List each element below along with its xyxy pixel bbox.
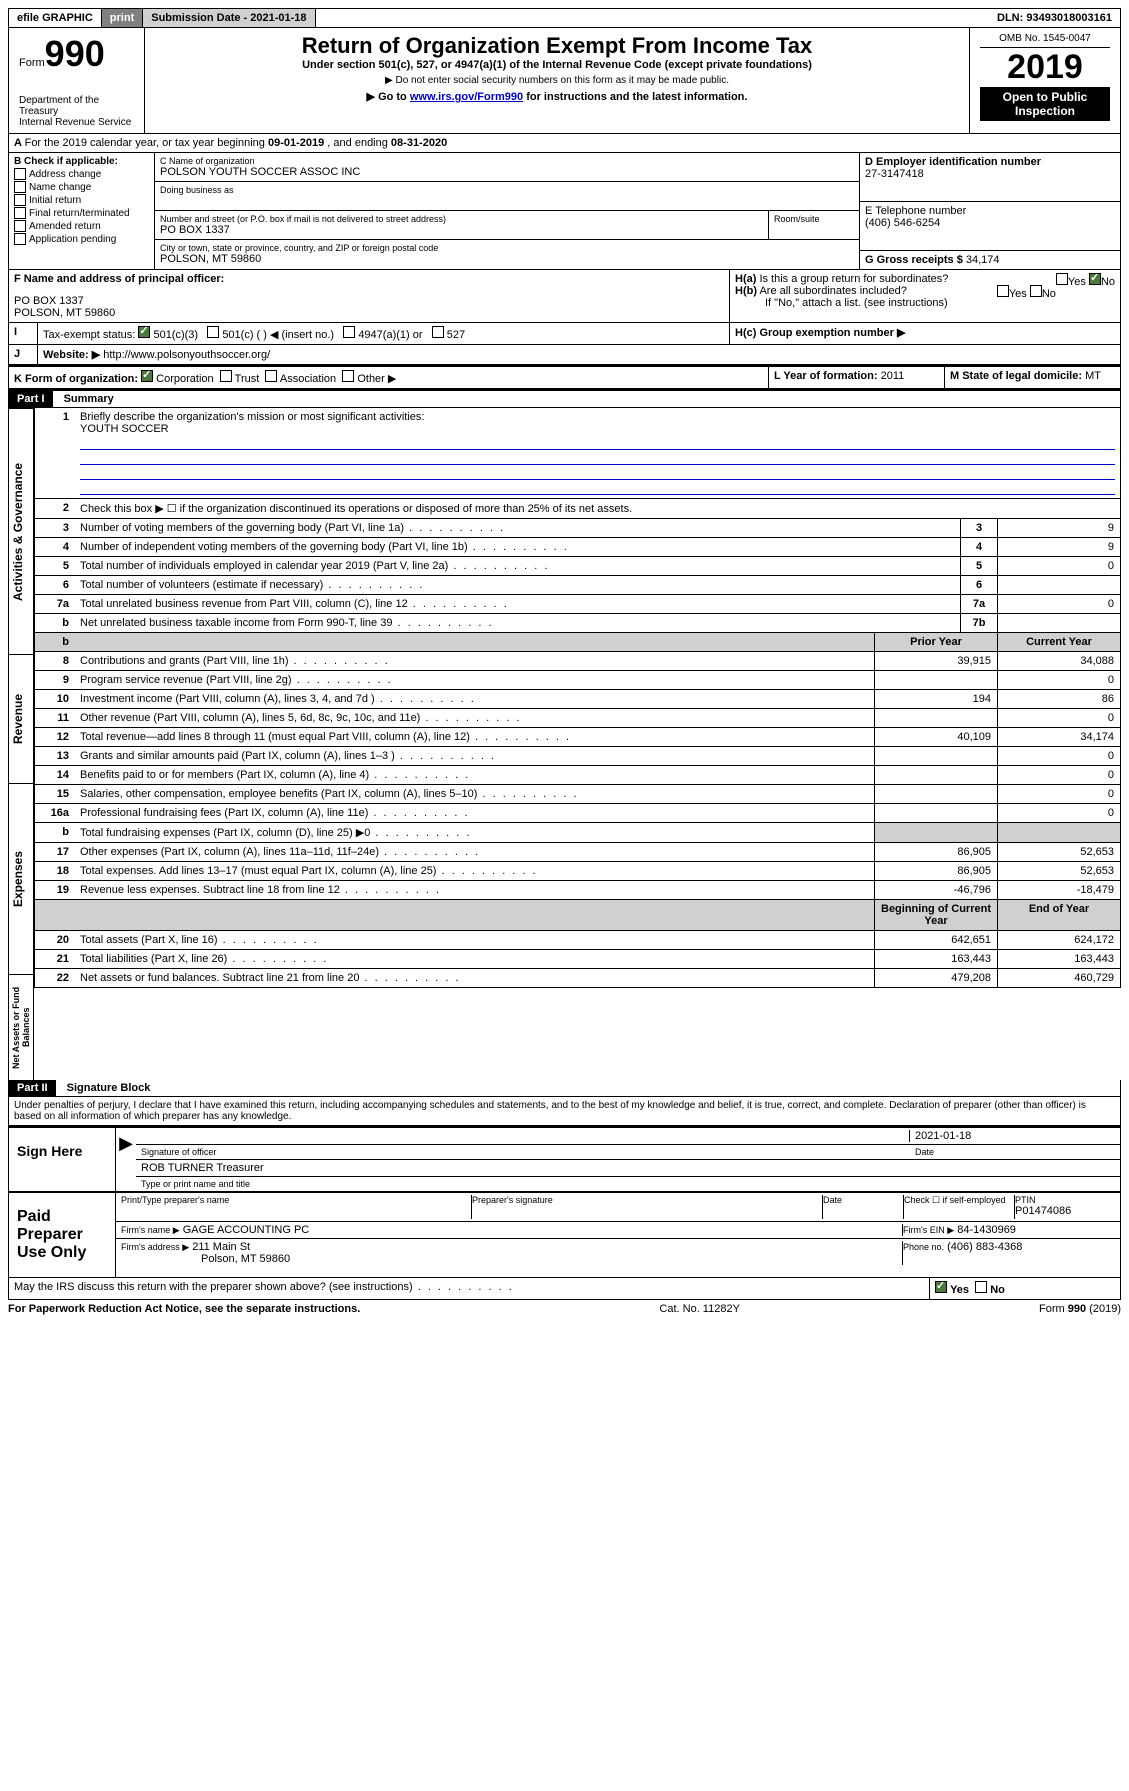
hb-note: If "No," attach a list. (see instruction… (735, 297, 1115, 309)
officer-label: F Name and address of principal officer: (14, 273, 224, 285)
org-name: POLSON YOUTH SOCCER ASSOC INC (160, 166, 854, 178)
form-org-row: K Form of organization: Corporation Trus… (8, 365, 1121, 389)
form-subtitle: Under section 501(c), 527, or 4947(a)(1)… (155, 59, 959, 71)
form-number: 990 (45, 33, 105, 74)
omb-number: OMB No. 1545-0047 (980, 33, 1110, 48)
open-public-badge: Open to Public Inspection (980, 87, 1110, 121)
gross-value: 34,174 (966, 254, 1000, 266)
website-link[interactable]: http://www.polsonyouthsoccer.org/ (103, 349, 270, 361)
hc-label: H(c) Group exemption number ▶ (735, 327, 905, 339)
part2-title: Signature Block (59, 1080, 159, 1096)
efile-label: efile GRAPHIC (9, 9, 102, 27)
tax-year: 2019 (980, 48, 1110, 87)
paid-preparer-label: Paid Preparer Use Only (9, 1193, 115, 1277)
gross-label: G Gross receipts $ (865, 254, 963, 266)
officer-name: ROB TURNER Treasurer (141, 1162, 264, 1174)
period-row: A For the 2019 calendar year, or tax yea… (8, 134, 1121, 153)
officer-row: F Name and address of principal officer:… (8, 270, 1121, 323)
org-city: POLSON, MT 59860 (160, 253, 854, 265)
discuss-row: May the IRS discuss this return with the… (8, 1278, 1121, 1300)
org-info-row: B Check if applicable: Address change Na… (8, 153, 1121, 270)
addr-label: Number and street (or P.O. box if mail i… (160, 214, 763, 224)
preparer-block: Paid Preparer Use Only Print/Type prepar… (8, 1192, 1121, 1278)
vlabel-netassets: Net Assets or Fund Balances (8, 974, 34, 1080)
top-bar: efile GRAPHIC print Submission Date - 20… (8, 8, 1121, 28)
phone-label: E Telephone number (865, 205, 1115, 217)
officer-addr2: POLSON, MT 59860 (14, 307, 724, 319)
form-label: Form (19, 57, 45, 69)
room-label: Room/suite (769, 211, 859, 239)
section-b: B Check if applicable: Address change Na… (9, 153, 155, 269)
vlabel-revenue: Revenue (8, 654, 34, 783)
org-name-label: C Name of organization (160, 156, 854, 166)
submission-date: Submission Date - 2021-01-18 (143, 9, 315, 27)
dba-label: Doing business as (160, 185, 854, 195)
part2-header: Part II (9, 1080, 56, 1096)
vlabel-governance: Activities & Governance (8, 408, 34, 654)
city-label: City or town, state or province, country… (160, 243, 854, 253)
summary-table: Activities & Governance Revenue Expenses… (8, 408, 1121, 1080)
signature-block: Sign Here ▶ 2021-01-18 Signature of offi… (8, 1126, 1121, 1192)
form-header: Form990 Department of the Treasury Inter… (8, 28, 1121, 134)
arrow-icon: ▶ (115, 1128, 136, 1191)
org-address: PO BOX 1337 (160, 224, 763, 236)
part1-title: Summary (56, 391, 122, 407)
note-ssn: ▶ Do not enter social security numbers o… (155, 75, 959, 86)
officer-addr1: PO BOX 1337 (14, 295, 724, 307)
dln: DLN: 93493018003161 (989, 9, 1120, 27)
dept-label: Department of the Treasury (19, 95, 134, 117)
form-title: Return of Organization Exempt From Incom… (155, 33, 959, 59)
website-row: J Website: ▶ http://www.polsonyouthsocce… (8, 345, 1121, 365)
tax-status-row: I Tax-exempt status: 501(c)(3) 501(c) ( … (8, 323, 1121, 345)
perjury-text: Under penalties of perjury, I declare th… (8, 1097, 1121, 1126)
phone-value: (406) 546-6254 (865, 217, 1115, 229)
footer: For Paperwork Reduction Act Notice, see … (8, 1300, 1121, 1318)
irs-link[interactable]: www.irs.gov/Form990 (410, 91, 523, 103)
irs-label: Internal Revenue Service (19, 117, 134, 128)
print-button[interactable]: print (102, 9, 143, 27)
line2-discontinued: Check this box ▶ ☐ if the organization d… (75, 499, 1120, 518)
ein-label: D Employer identification number (865, 156, 1041, 168)
vlabel-expenses: Expenses (8, 783, 34, 974)
note-goto: ▶ Go to www.irs.gov/Form990 for instruct… (155, 90, 959, 103)
sign-here-label: Sign Here (9, 1128, 115, 1191)
part1-header: Part I (9, 391, 53, 407)
ein-value: 27-3147418 (865, 168, 1115, 180)
